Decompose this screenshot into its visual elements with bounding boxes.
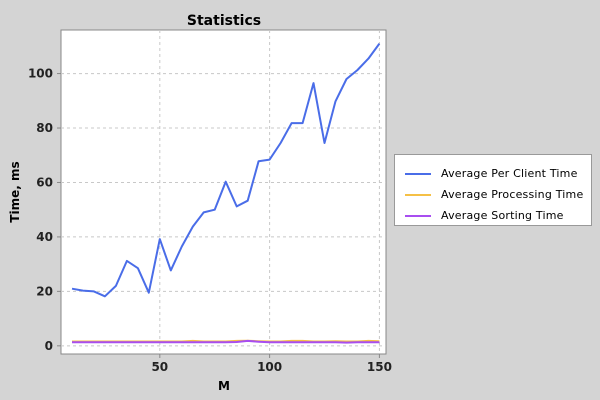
y-tick-label: 60 [36, 175, 53, 189]
y-axis-label: Time, ms [8, 161, 22, 222]
x-axis-label: M [218, 379, 230, 393]
y-tick-label: 0 [45, 339, 53, 353]
series-lines [71, 43, 381, 344]
chart-title: Statistics [187, 13, 261, 29]
y-tick-label: 20 [36, 284, 53, 298]
legend: Average Per Client Time Average Processi… [394, 154, 592, 226]
y-tick-label: 80 [36, 121, 53, 135]
x-tick-label: 100 [257, 360, 282, 374]
legend-label-per-client: Average Per Client Time [441, 167, 578, 180]
x-tick-label: 150 [367, 360, 392, 374]
series-line-2 [72, 339, 380, 344]
series-line-0 [71, 43, 381, 298]
grid-lines [61, 30, 386, 354]
legend-label-sorting: Average Sorting Time [441, 209, 564, 222]
axis-ticks: 50 100 150 0 20 40 60 80 100 [28, 67, 392, 374]
plot-area [60, 29, 387, 355]
legend-item-processing: Average Processing Time [395, 184, 591, 205]
legend-swatch-sorting [405, 214, 431, 217]
legend-swatch-processing [405, 193, 431, 196]
legend-item-per-client: Average Per Client Time [395, 163, 591, 184]
legend-label-processing: Average Processing Time [441, 188, 584, 201]
x-tick-label: 50 [151, 360, 168, 374]
legend-swatch-per-client [405, 172, 431, 175]
y-tick-label: 40 [36, 230, 53, 244]
legend-item-sorting: Average Sorting Time [395, 205, 591, 226]
y-tick-label: 100 [28, 67, 53, 81]
